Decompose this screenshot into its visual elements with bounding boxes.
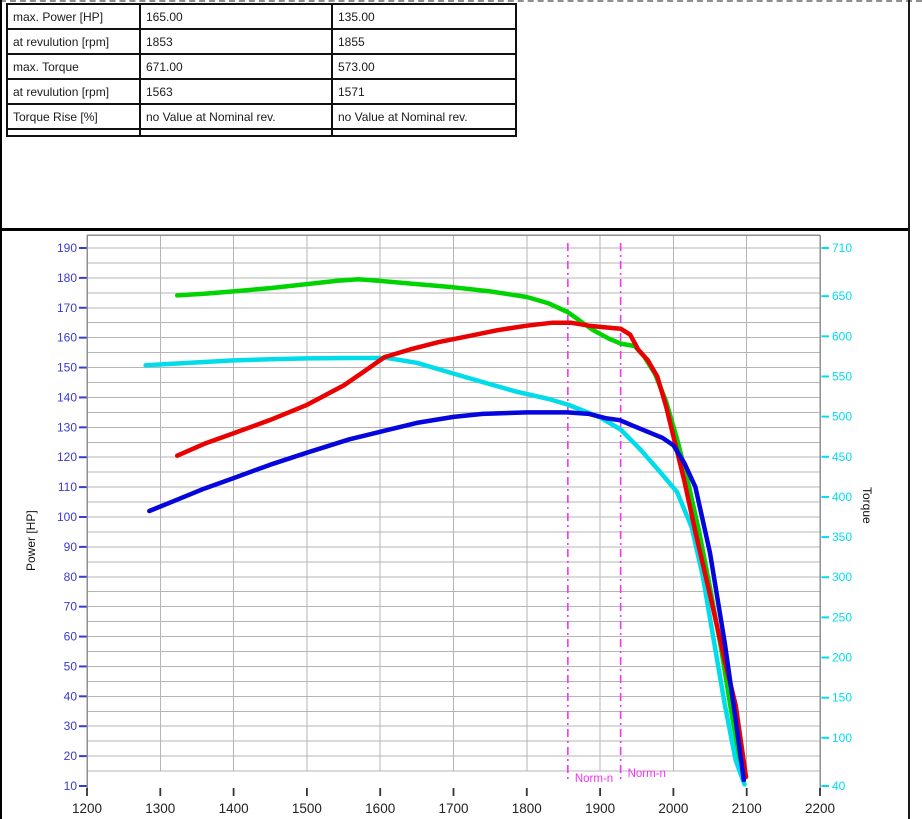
svg-text:550: 550 bbox=[832, 369, 852, 383]
svg-text:180: 180 bbox=[57, 271, 77, 285]
results-table: max. Power [HP] 165.00 135.00 at revulut… bbox=[6, 3, 517, 137]
row-label: at revulution [rpm] bbox=[6, 78, 141, 105]
power-axis-title: Power [HP] bbox=[24, 510, 38, 571]
value-stock: 573.00 bbox=[331, 53, 517, 80]
left-border bbox=[0, 0, 2, 819]
gridlines bbox=[87, 235, 820, 772]
curve-torque-stock bbox=[143, 355, 747, 787]
svg-text:1600: 1600 bbox=[365, 801, 395, 816]
svg-text:150: 150 bbox=[57, 361, 77, 375]
norm-rev-markers: Norm-n Norm-n bbox=[567, 243, 666, 785]
row-label: at revulution [rpm] bbox=[6, 28, 141, 55]
svg-text:Norm-n: Norm-n bbox=[628, 768, 666, 780]
rpm-axis: 1200 1300 1400 1500 1600 1700 1800 1900 2000 2100… bbox=[72, 788, 835, 816]
series-power-stock bbox=[147, 410, 747, 783]
svg-text:160: 160 bbox=[57, 331, 77, 345]
svg-text:1500: 1500 bbox=[292, 801, 322, 816]
table-row: max. Power [HP] 165.00 135.00 bbox=[6, 3, 517, 30]
svg-text:450: 450 bbox=[832, 450, 852, 464]
svg-text:130: 130 bbox=[57, 420, 77, 434]
curve-torque-tuned bbox=[174, 277, 747, 784]
svg-text:1800: 1800 bbox=[512, 801, 542, 816]
row-label: Torque Rise [%] bbox=[6, 103, 141, 130]
svg-text:710: 710 bbox=[832, 241, 852, 255]
value-stock: 1571 bbox=[331, 78, 517, 105]
svg-text:70: 70 bbox=[64, 600, 78, 614]
svg-text:2000: 2000 bbox=[658, 801, 688, 816]
svg-text:500: 500 bbox=[832, 410, 852, 424]
svg-text:300: 300 bbox=[832, 570, 852, 584]
series-power-tuned bbox=[174, 320, 749, 780]
svg-text:2100: 2100 bbox=[732, 801, 762, 816]
svg-text:1400: 1400 bbox=[219, 801, 249, 816]
series-torque-stock bbox=[143, 355, 747, 787]
svg-text:150: 150 bbox=[832, 691, 852, 705]
svg-text:120: 120 bbox=[57, 450, 77, 464]
value-stock: no Value at Nominal rev. bbox=[331, 103, 517, 130]
svg-text:650: 650 bbox=[832, 289, 852, 303]
svg-text:1900: 1900 bbox=[585, 801, 615, 816]
table-row: at revulution [rpm] 1563 1571 bbox=[6, 78, 517, 105]
svg-text:100: 100 bbox=[832, 731, 852, 745]
dyno-chart: 10 20 30 40 50 60 70 80 90 100 110 120 130 140 150 160 1… bbox=[57, 234, 852, 816]
series-torque-tuned bbox=[174, 277, 747, 784]
plot-frame bbox=[86, 234, 821, 790]
value-stock: 1855 bbox=[331, 28, 517, 55]
value-tuned: no Value at Nominal rev. bbox=[139, 103, 333, 130]
torque-axis-title: Torque bbox=[860, 487, 874, 524]
svg-text:90: 90 bbox=[64, 540, 78, 554]
svg-text:50: 50 bbox=[64, 659, 78, 673]
right-border bbox=[908, 0, 910, 819]
svg-text:40: 40 bbox=[832, 779, 846, 793]
value-tuned: 1853 bbox=[139, 28, 333, 55]
svg-text:110: 110 bbox=[58, 480, 77, 494]
results-panel: max. Power [HP] 165.00 135.00 at revulut… bbox=[0, 0, 910, 228]
power-axis: 10 20 30 40 50 60 70 80 90 100 110 120 130 140 150 160 1… bbox=[57, 241, 87, 793]
svg-text:250: 250 bbox=[832, 610, 852, 624]
svg-text:350: 350 bbox=[832, 530, 852, 544]
svg-text:10: 10 bbox=[64, 779, 78, 793]
torque-axis: 40 100 150 200 250 300 350 400 450 500 550 600 650 71… bbox=[821, 241, 852, 793]
table-spacer-row bbox=[6, 128, 517, 137]
svg-text:30: 30 bbox=[64, 719, 78, 733]
svg-text:1300: 1300 bbox=[145, 801, 175, 816]
table-row: at revulution [rpm] 1853 1855 bbox=[6, 28, 517, 55]
svg-text:Norm-n: Norm-n bbox=[575, 773, 613, 785]
svg-text:1700: 1700 bbox=[438, 801, 468, 816]
table-row: max. Torque 671.00 573.00 bbox=[6, 53, 517, 80]
svg-text:2200: 2200 bbox=[805, 801, 835, 816]
value-tuned: 1563 bbox=[139, 78, 333, 105]
svg-text:60: 60 bbox=[64, 630, 78, 644]
svg-text:40: 40 bbox=[64, 689, 78, 703]
svg-text:190: 190 bbox=[57, 241, 77, 255]
svg-text:140: 140 bbox=[57, 390, 77, 404]
panel-divider bbox=[0, 228, 910, 231]
svg-text:1200: 1200 bbox=[72, 801, 102, 816]
svg-text:100: 100 bbox=[57, 510, 77, 524]
curve-power-tuned bbox=[174, 320, 749, 780]
svg-text:200: 200 bbox=[832, 651, 852, 665]
svg-text:80: 80 bbox=[64, 570, 78, 584]
top-dashed-border bbox=[0, 0, 922, 2]
svg-text:170: 170 bbox=[57, 301, 77, 315]
row-label: max. Torque bbox=[6, 53, 141, 80]
svg-text:400: 400 bbox=[832, 490, 852, 504]
row-label: max. Power [HP] bbox=[6, 3, 141, 30]
value-tuned: 165.00 bbox=[139, 3, 333, 30]
curve-power-stock bbox=[147, 410, 747, 783]
table-row: Torque Rise [%] no Value at Nominal rev.… bbox=[6, 103, 517, 130]
chart-panel: 10 20 30 40 50 60 70 80 90 100 110 120 130 140 150 160 1… bbox=[0, 231, 922, 819]
value-stock: 135.00 bbox=[331, 3, 517, 30]
value-tuned: 671.00 bbox=[139, 53, 333, 80]
svg-text:600: 600 bbox=[832, 329, 852, 343]
svg-text:20: 20 bbox=[64, 749, 78, 763]
